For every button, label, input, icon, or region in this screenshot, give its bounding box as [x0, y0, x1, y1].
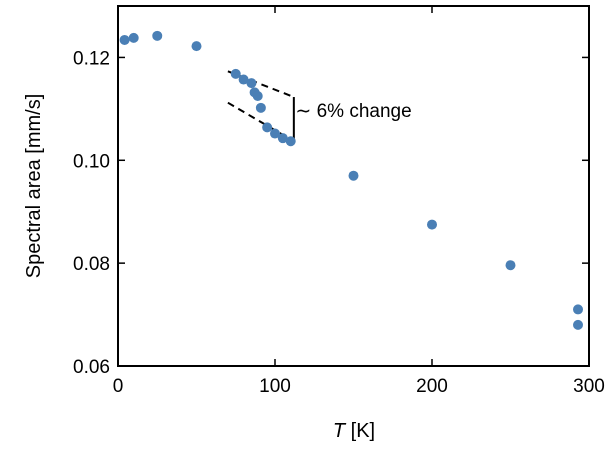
data-point — [573, 304, 584, 315]
data-point — [119, 34, 130, 45]
annotation-label: ∼ 6% change — [295, 101, 411, 122]
x-tick-label: 300 — [573, 376, 605, 397]
data-point — [505, 260, 516, 271]
data-point — [348, 170, 359, 181]
x-tick-label: 0 — [113, 376, 124, 397]
data-point — [152, 30, 163, 41]
y-tick-label: 0.08 — [73, 254, 110, 275]
x-axis-label: T [K] — [333, 420, 375, 442]
data-point — [285, 136, 296, 147]
plot-frame — [117, 5, 590, 367]
x-tick-label: 200 — [416, 376, 448, 397]
axis-ticks: 0 100 200 300 0.06 0.08 0.10 0.12 — [73, 6, 605, 397]
data-point — [277, 133, 288, 144]
data-point — [427, 219, 437, 230]
data-points — [119, 30, 584, 330]
y-axis-label: Spectral area [mm/s] — [23, 94, 45, 279]
y-tick-label: 0.10 — [73, 151, 110, 172]
data-point — [255, 102, 266, 113]
data-point — [230, 68, 241, 79]
y-tick-label: 0.12 — [73, 48, 110, 69]
data-point — [270, 128, 280, 139]
y-tick-label: 0.06 — [73, 357, 110, 378]
data-point — [238, 74, 249, 85]
data-point — [252, 91, 263, 101]
data-point — [262, 122, 273, 133]
data-point — [191, 41, 202, 52]
x-tick-label: 100 — [259, 376, 291, 397]
data-point — [246, 78, 257, 89]
data-point — [128, 32, 139, 43]
data-point — [573, 319, 584, 330]
